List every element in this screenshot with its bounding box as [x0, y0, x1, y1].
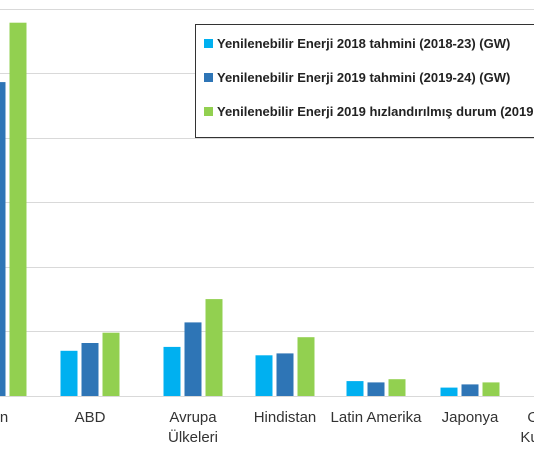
bar — [461, 384, 479, 396]
legend-swatch — [204, 39, 213, 48]
legend-swatch — [204, 107, 213, 116]
x-tick-label: Japonya — [442, 409, 499, 426]
bar — [205, 299, 223, 396]
bar — [102, 332, 120, 396]
bar — [184, 322, 202, 396]
bar — [60, 350, 78, 396]
x-tick-label: Kuzey Afrika — [520, 429, 534, 446]
legend-box — [195, 24, 534, 138]
bar — [440, 387, 458, 396]
legend-swatch — [204, 73, 213, 82]
x-tick-label: Orta Doğu — [527, 409, 534, 426]
bar — [297, 337, 315, 396]
bar — [81, 343, 99, 396]
bar — [367, 382, 385, 396]
bars — [0, 22, 500, 396]
bar — [163, 346, 181, 396]
x-tick-label: Ülkeleri — [168, 428, 218, 446]
bar — [276, 353, 294, 396]
x-tick-label: Latin Amerika — [331, 409, 423, 426]
x-tick-label: Çin — [0, 409, 8, 426]
x-tick-labels: Çin ABD Avrupa Ülkeleri Hindistan Latin Ameri… — [0, 409, 534, 446]
bar — [482, 382, 500, 396]
bar — [9, 22, 27, 396]
legend-label: Yenilenebilir Enerji 2019 tahmini (2019-… — [217, 70, 510, 85]
legend: Yenilenebilir Enerji 2018 tahmini (2018-… — [195, 24, 534, 138]
bar — [255, 355, 273, 396]
bar — [346, 381, 364, 396]
legend-label: Yenilenebilir Enerji 2018 tahmini (2018-… — [217, 36, 510, 51]
x-tick-label: Avrupa — [169, 409, 217, 426]
x-tick-label: ABD — [75, 409, 106, 426]
x-tick-label: Hindistan — [254, 409, 317, 426]
bar — [0, 82, 6, 396]
legend-label: Yenilenebilir Enerji 2019 hızlandırılmış… — [217, 104, 534, 119]
bar — [388, 379, 406, 396]
